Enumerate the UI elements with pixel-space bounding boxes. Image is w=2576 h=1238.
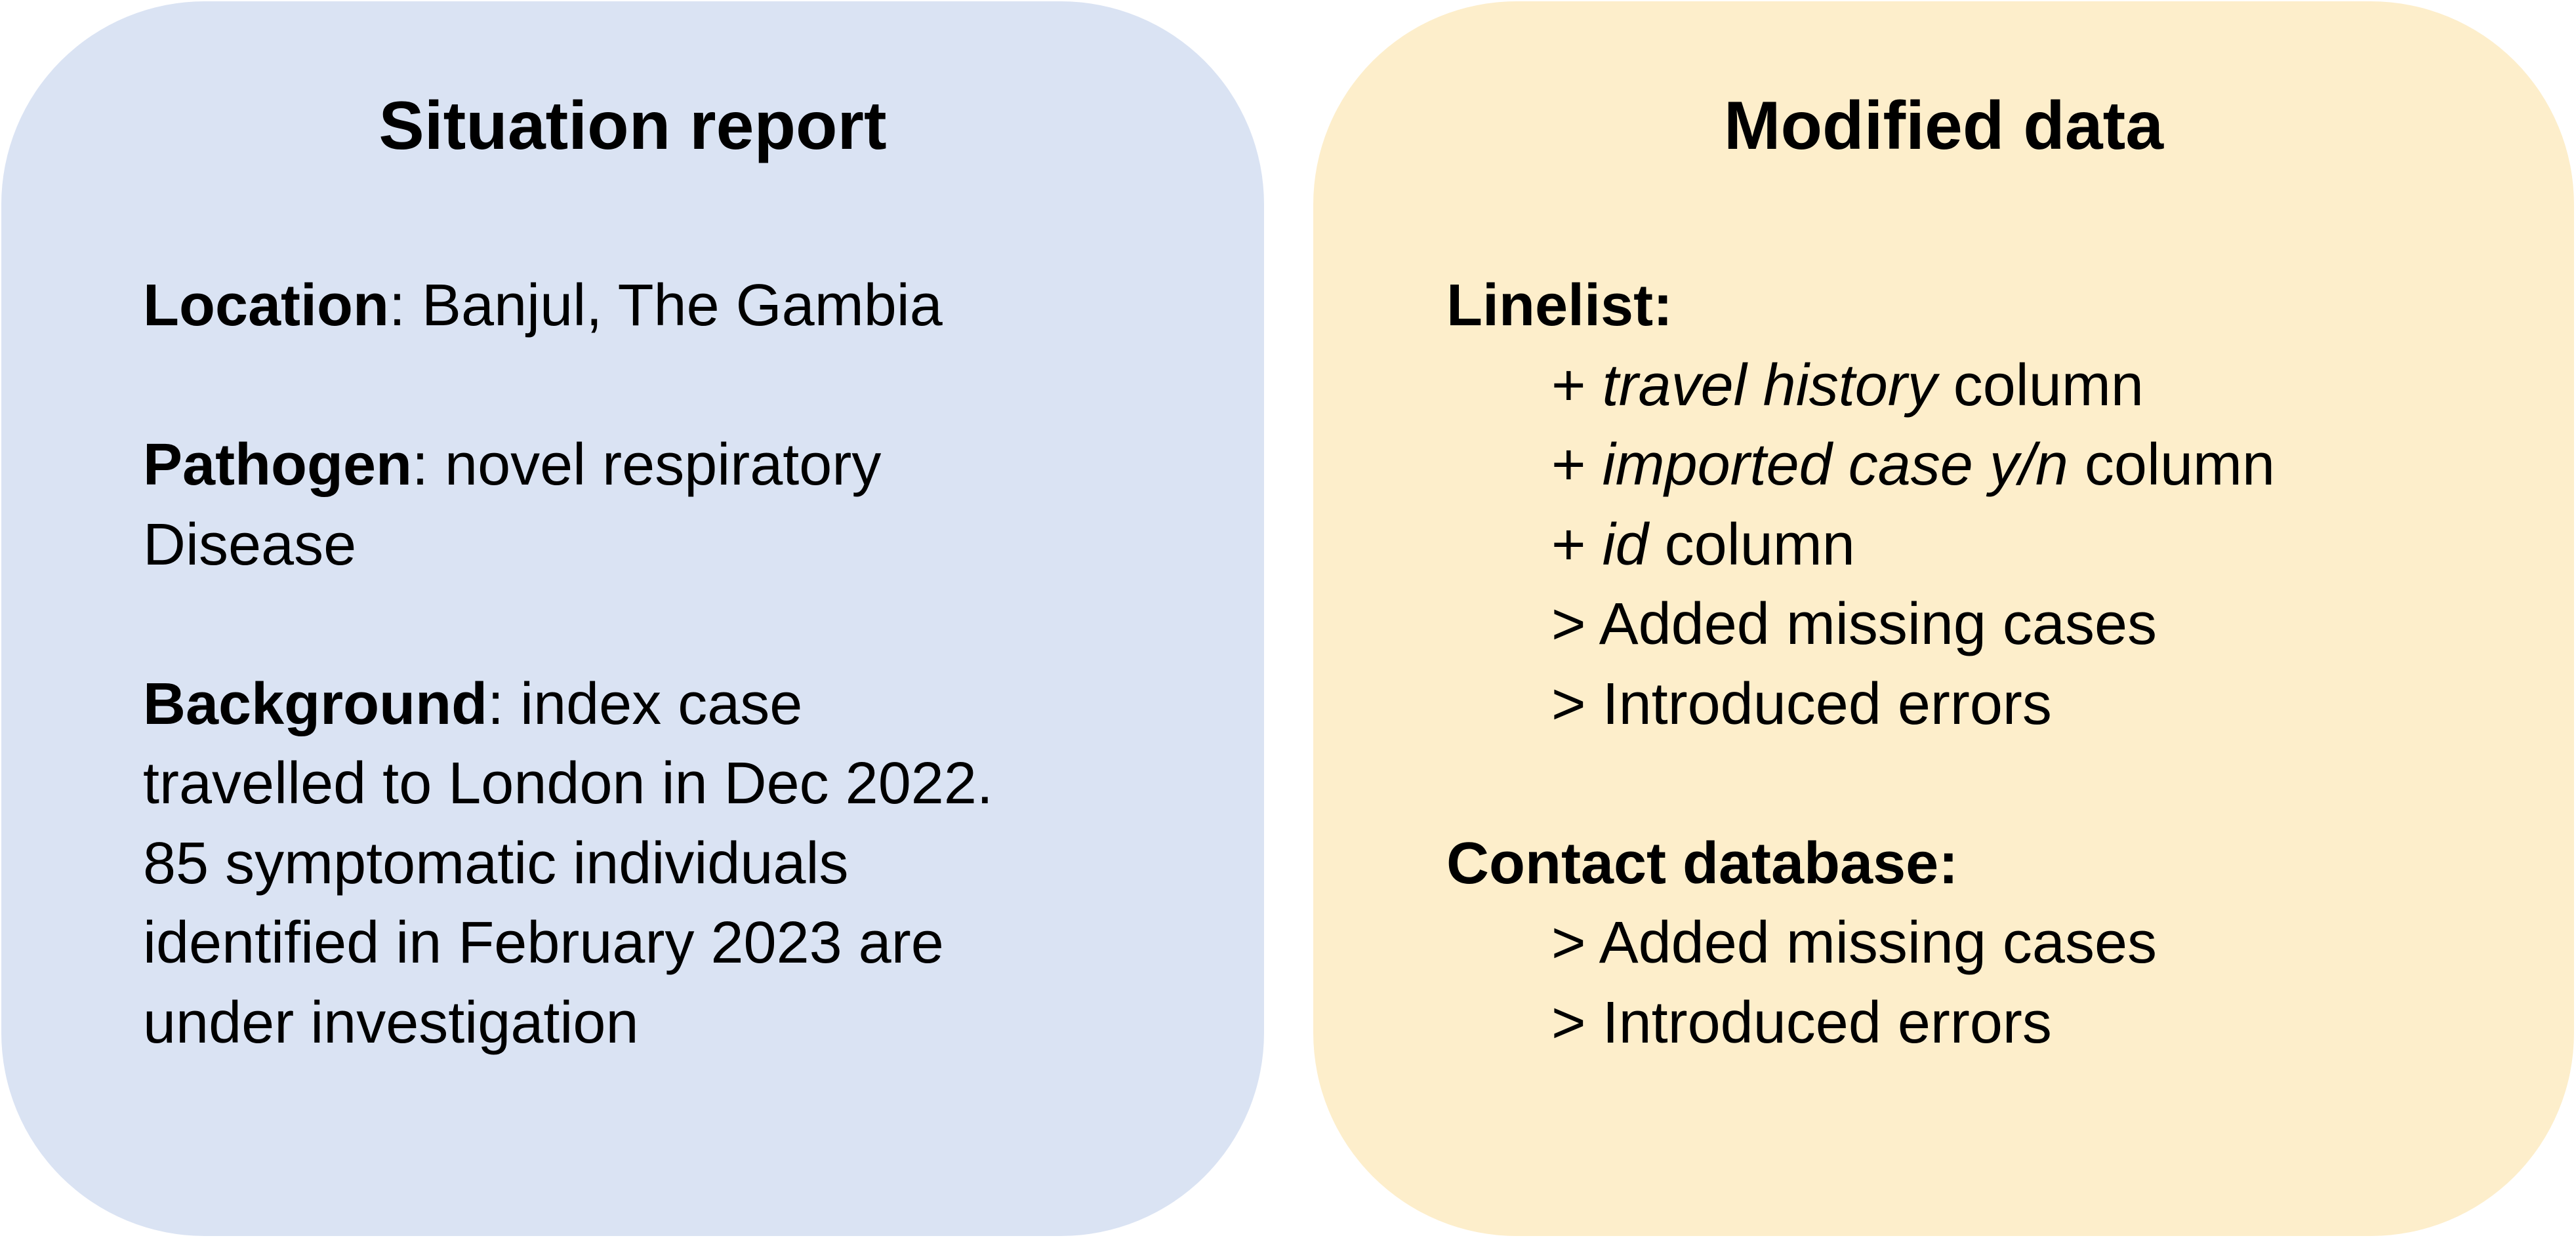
linelist-item-suffix: column — [2068, 432, 2276, 498]
situation-report-panel: Situation report Location: Banjul, The G… — [1, 1, 1264, 1236]
background-value-line-3: 85 symptomatic individuals — [143, 830, 849, 896]
contact-database-section: Contact database: > Added missing cases … — [1446, 824, 2562, 1064]
linelist-item-emphasis: travel history — [1602, 352, 1937, 418]
linelist-item-prefix: + — [1551, 511, 1603, 578]
linelist-item: + travel history column — [1446, 346, 2562, 426]
background-entry: Background: index case travelled to Lond… — [143, 665, 1225, 1064]
pathogen-value-continued: Disease — [143, 511, 357, 578]
background-value-line-2: travelled to London in Dec 2022. — [143, 751, 993, 816]
location-value: : Banjul, The Gambia — [389, 273, 943, 338]
pathogen-value: : novel respiratory — [412, 432, 882, 498]
linelist-section: Linelist: + travel history column + impo… — [1446, 266, 2562, 744]
background-label: Background — [143, 671, 488, 737]
situation-report-body: Location: Banjul, The Gambia Pathogen: n… — [143, 266, 1225, 1063]
background-value-line-5: under investigation — [143, 989, 639, 1056]
location-entry: Location: Banjul, The Gambia — [143, 266, 1225, 346]
background-value: : index case — [487, 671, 803, 737]
location-label: Location — [143, 273, 389, 338]
pathogen-entry: Pathogen: novel respiratory Disease — [143, 426, 1225, 585]
modified-data-title: Modified data — [1723, 88, 2164, 164]
contact-database-heading: Contact database: — [1446, 830, 1959, 896]
modified-data-panel: Modified data Linelist: + travel history… — [1313, 1, 2574, 1236]
modified-data-body: Linelist: + travel history column + impo… — [1446, 266, 2562, 1063]
contact-database-item: > Added missing cases — [1551, 910, 2157, 976]
pathogen-label: Pathogen — [143, 432, 413, 498]
linelist-item-prefix: + — [1551, 352, 1603, 418]
linelist-item: > Introduced errors — [1551, 671, 2052, 737]
linelist-item-prefix: + — [1551, 432, 1603, 498]
linelist-item: > Added missing cases — [1551, 591, 2157, 657]
linelist-item-emphasis: imported case y/n — [1602, 432, 2068, 498]
linelist-item: + imported case y/n column — [1446, 426, 2562, 506]
background-value-line-4: identified in February 2023 are — [143, 910, 944, 976]
linelist-item-suffix: column — [1648, 511, 1855, 578]
linelist-item-suffix: column — [1936, 352, 2144, 418]
contact-database-item: > Introduced errors — [1551, 989, 2052, 1056]
linelist-heading: Linelist: — [1446, 273, 1673, 338]
linelist-item: + id column — [1446, 506, 2562, 586]
situation-report-title: Situation report — [378, 88, 887, 164]
linelist-item-emphasis: id — [1602, 511, 1648, 578]
